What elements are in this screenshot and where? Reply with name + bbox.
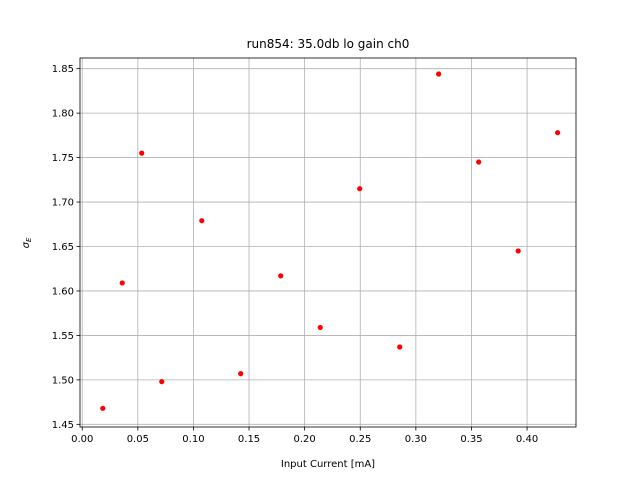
y-tick-label: 1.45 <box>52 420 74 431</box>
x-axis-label: Input Current [mA] <box>281 459 375 470</box>
x-tick-label: 0.10 <box>182 434 204 445</box>
y-tick-label: 1.75 <box>52 153 74 164</box>
y-tick-label: 1.50 <box>52 375 74 386</box>
y-tick-label: 1.60 <box>52 286 74 297</box>
x-tick-label: 0.15 <box>238 434 260 445</box>
data-point <box>159 379 165 385</box>
data-point <box>357 186 363 192</box>
data-point <box>199 218 205 224</box>
data-points <box>100 71 561 411</box>
data-point <box>100 405 106 411</box>
data-point <box>119 280 125 286</box>
y-tick-label: 1.65 <box>52 242 74 253</box>
data-point <box>238 371 244 377</box>
data-point <box>317 324 323 331</box>
y-tick-label: 1.70 <box>52 198 74 209</box>
x-tick-label: 0.30 <box>405 434 427 445</box>
x-tick-label: 0.40 <box>516 434 538 445</box>
x-tick-label: 0.35 <box>460 434 482 445</box>
data-point <box>139 150 145 156</box>
x-tick-label: 0.00 <box>71 434 93 445</box>
data-point <box>515 248 521 254</box>
axis-ticks: 0.00 0.05 0.10 0.15 0.20 0.25 0.30 0.35 0.40 1.45… <box>52 64 538 445</box>
data-point <box>397 344 403 350</box>
y-tick-label: 1.80 <box>52 109 74 120</box>
y-axis-label: σE <box>21 237 33 248</box>
x-tick-label: 0.25 <box>349 434 371 445</box>
data-point <box>555 130 561 136</box>
data-point <box>476 159 482 165</box>
chart-title: run854: 35.0db lo gain ch0 <box>247 37 410 51</box>
plot-frame <box>79 57 577 428</box>
data-point <box>436 71 442 77</box>
x-tick-label: 0.05 <box>127 434 149 445</box>
y-tick-label: 1.55 <box>52 331 74 342</box>
x-tick-label: 0.20 <box>294 434 316 445</box>
data-point <box>278 273 284 279</box>
y-tick-label: 1.85 <box>52 64 74 75</box>
